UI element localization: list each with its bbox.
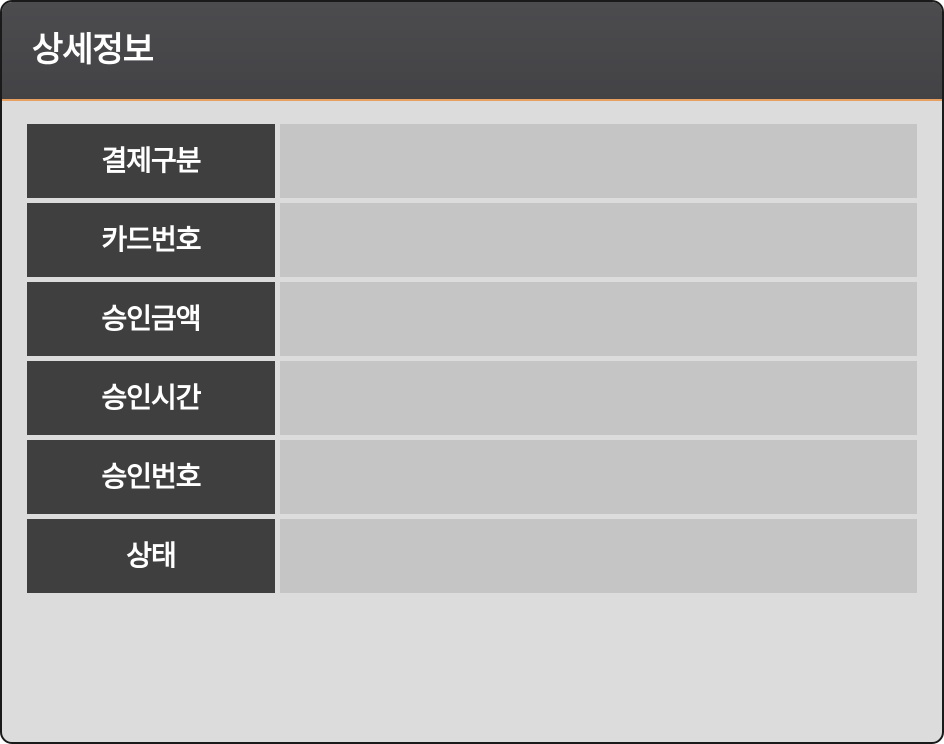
detail-row-approval-number: 승인번호: [27, 440, 917, 514]
detail-row-payment-type: 결제구분: [27, 124, 917, 198]
card-number-value: [280, 203, 917, 277]
detail-table: 결제구분 카드번호 승인금액 승인시간 승인번호 상태: [27, 124, 917, 598]
payment-type-value: [280, 124, 917, 198]
approval-number-value: [280, 440, 917, 514]
approval-number-label: 승인번호: [27, 440, 275, 514]
detail-row-approval-time: 승인시간: [27, 361, 917, 435]
status-value: [280, 519, 917, 593]
card-number-label: 카드번호: [27, 203, 275, 277]
payment-type-label: 결제구분: [27, 124, 275, 198]
approval-time-label: 승인시간: [27, 361, 275, 435]
approval-amount-label: 승인금액: [27, 282, 275, 356]
panel-title: 상세정보: [32, 30, 154, 70]
detail-row-status: 상태: [27, 519, 917, 593]
status-label: 상태: [27, 519, 275, 593]
approval-amount-value: [280, 282, 917, 356]
detail-row-approval-amount: 승인금액: [27, 282, 917, 356]
panel-header: 상세정보: [2, 2, 942, 101]
approval-time-value: [280, 361, 917, 435]
detail-row-card-number: 카드번호: [27, 203, 917, 277]
